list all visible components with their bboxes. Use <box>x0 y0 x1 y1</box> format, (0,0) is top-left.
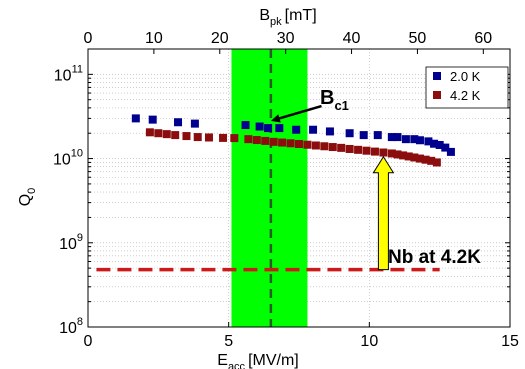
point-4-2-k <box>230 134 239 143</box>
bc1-label: Bc1 <box>320 87 349 113</box>
point-2-0-k <box>292 125 301 134</box>
data-series <box>131 114 455 167</box>
point-4-2-k <box>421 155 430 164</box>
point-4-2-k <box>404 152 413 161</box>
point-4-2-k <box>278 138 287 147</box>
legend-label-4-2-k: 4.2 K <box>450 88 481 103</box>
point-4-2-k <box>399 151 408 160</box>
x-tick-label: 15 <box>501 333 519 350</box>
yellow-arrow <box>372 155 395 271</box>
point-2-0-k <box>401 135 410 144</box>
top-axis-label: Bpk [mT] <box>259 7 316 28</box>
point-4-2-k <box>379 148 388 157</box>
point-2-0-k <box>131 114 140 123</box>
y-tick-label: 1011 <box>54 63 83 84</box>
x2-tick-label: 30 <box>277 30 295 47</box>
point-4-2-k <box>286 139 295 148</box>
point-4-2-k <box>182 132 191 141</box>
legend-label-2-0-k: 2.0 K <box>450 69 481 84</box>
point-4-2-k <box>320 142 329 151</box>
point-2-0-k <box>373 131 382 140</box>
point-2-0-k <box>275 124 284 133</box>
point-4-2-k <box>269 137 278 146</box>
x-axis-label: Eacc [MV/m] <box>217 352 298 369</box>
plot-frame <box>87 48 511 328</box>
point-2-0-k <box>325 127 334 136</box>
point-4-2-k <box>252 136 261 145</box>
point-4-2-k <box>171 131 180 140</box>
x2-tick-label: 50 <box>409 30 427 47</box>
point-2-0-k <box>435 140 444 149</box>
point-4-2-k <box>311 141 320 150</box>
point-4-2-k <box>261 136 270 145</box>
point-4-2-k <box>337 143 346 152</box>
point-2-0-k <box>424 137 433 146</box>
point-4-2-k <box>303 140 312 149</box>
legend-marker-4-2-k <box>433 91 441 99</box>
point-2-0-k <box>241 121 250 130</box>
x2-tick-label: 40 <box>343 30 361 47</box>
x2-tick-label: 10 <box>145 30 163 47</box>
x2-tick-label: 20 <box>211 30 229 47</box>
point-2-0-k <box>359 131 368 140</box>
y-axis-label: Q0 <box>17 188 38 207</box>
plot-border <box>87 48 511 328</box>
point-4-2-k <box>362 146 371 155</box>
x-tick-label: 0 <box>84 333 93 350</box>
point-2-0-k <box>174 118 183 127</box>
y-tick-label: 108 <box>59 316 83 337</box>
point-2-0-k <box>415 136 424 145</box>
point-2-0-k <box>446 147 455 156</box>
point-4-2-k <box>354 145 363 154</box>
point-4-2-k <box>145 128 154 137</box>
annotation-arrows <box>270 104 395 271</box>
point-2-0-k <box>255 122 264 131</box>
point-4-2-k <box>415 154 424 163</box>
point-4-2-k <box>244 135 253 144</box>
point-2-0-k <box>430 139 439 148</box>
point-2-0-k <box>387 133 396 142</box>
y-tick-label: 1010 <box>53 148 83 169</box>
x2-tick-label: 60 <box>474 30 492 47</box>
bc1-band-rect <box>231 49 308 327</box>
point-4-2-k <box>427 156 436 165</box>
point-4-2-k <box>193 133 202 142</box>
y-tick-label: 109 <box>59 232 83 253</box>
point-4-2-k <box>295 139 303 148</box>
point-2-0-k <box>441 143 450 152</box>
point-4-2-k <box>154 129 163 138</box>
point-4-2-k <box>328 143 337 152</box>
point-2-0-k <box>148 115 157 124</box>
point-2-0-k <box>264 124 273 133</box>
bc1-band <box>231 49 308 327</box>
point-4-2-k <box>370 147 379 156</box>
x-tick-label: 10 <box>360 333 378 350</box>
point-4-2-k <box>432 158 441 167</box>
tick-labels: 0 5 10 15 0 10 20 30 40 50 60 108 109 1010 1011 <box>53 30 519 350</box>
point-4-2-k <box>410 153 419 162</box>
point-4-2-k <box>345 144 354 153</box>
bc1-arrow-shaft <box>276 104 322 121</box>
point-2-0-k <box>190 119 199 128</box>
bc1-arrow-head <box>270 114 281 123</box>
point-4-2-k <box>387 149 396 158</box>
legend: 2.0 K 4.2 K <box>425 66 509 109</box>
point-4-2-k <box>204 133 213 142</box>
point-2-0-k <box>309 125 318 134</box>
legend-marker-2-0-k <box>433 72 441 80</box>
point-4-2-k <box>162 130 171 139</box>
point-2-0-k <box>410 135 419 144</box>
x-tick-label: 5 <box>224 333 233 350</box>
nb-at-4-2k-label: Nb at 4.2K <box>388 247 481 268</box>
point-2-0-k <box>393 133 402 142</box>
x2-tick-label: 0 <box>84 30 93 47</box>
point-2-0-k <box>345 129 354 138</box>
point-4-2-k <box>219 133 228 142</box>
point-4-2-k <box>393 150 402 159</box>
